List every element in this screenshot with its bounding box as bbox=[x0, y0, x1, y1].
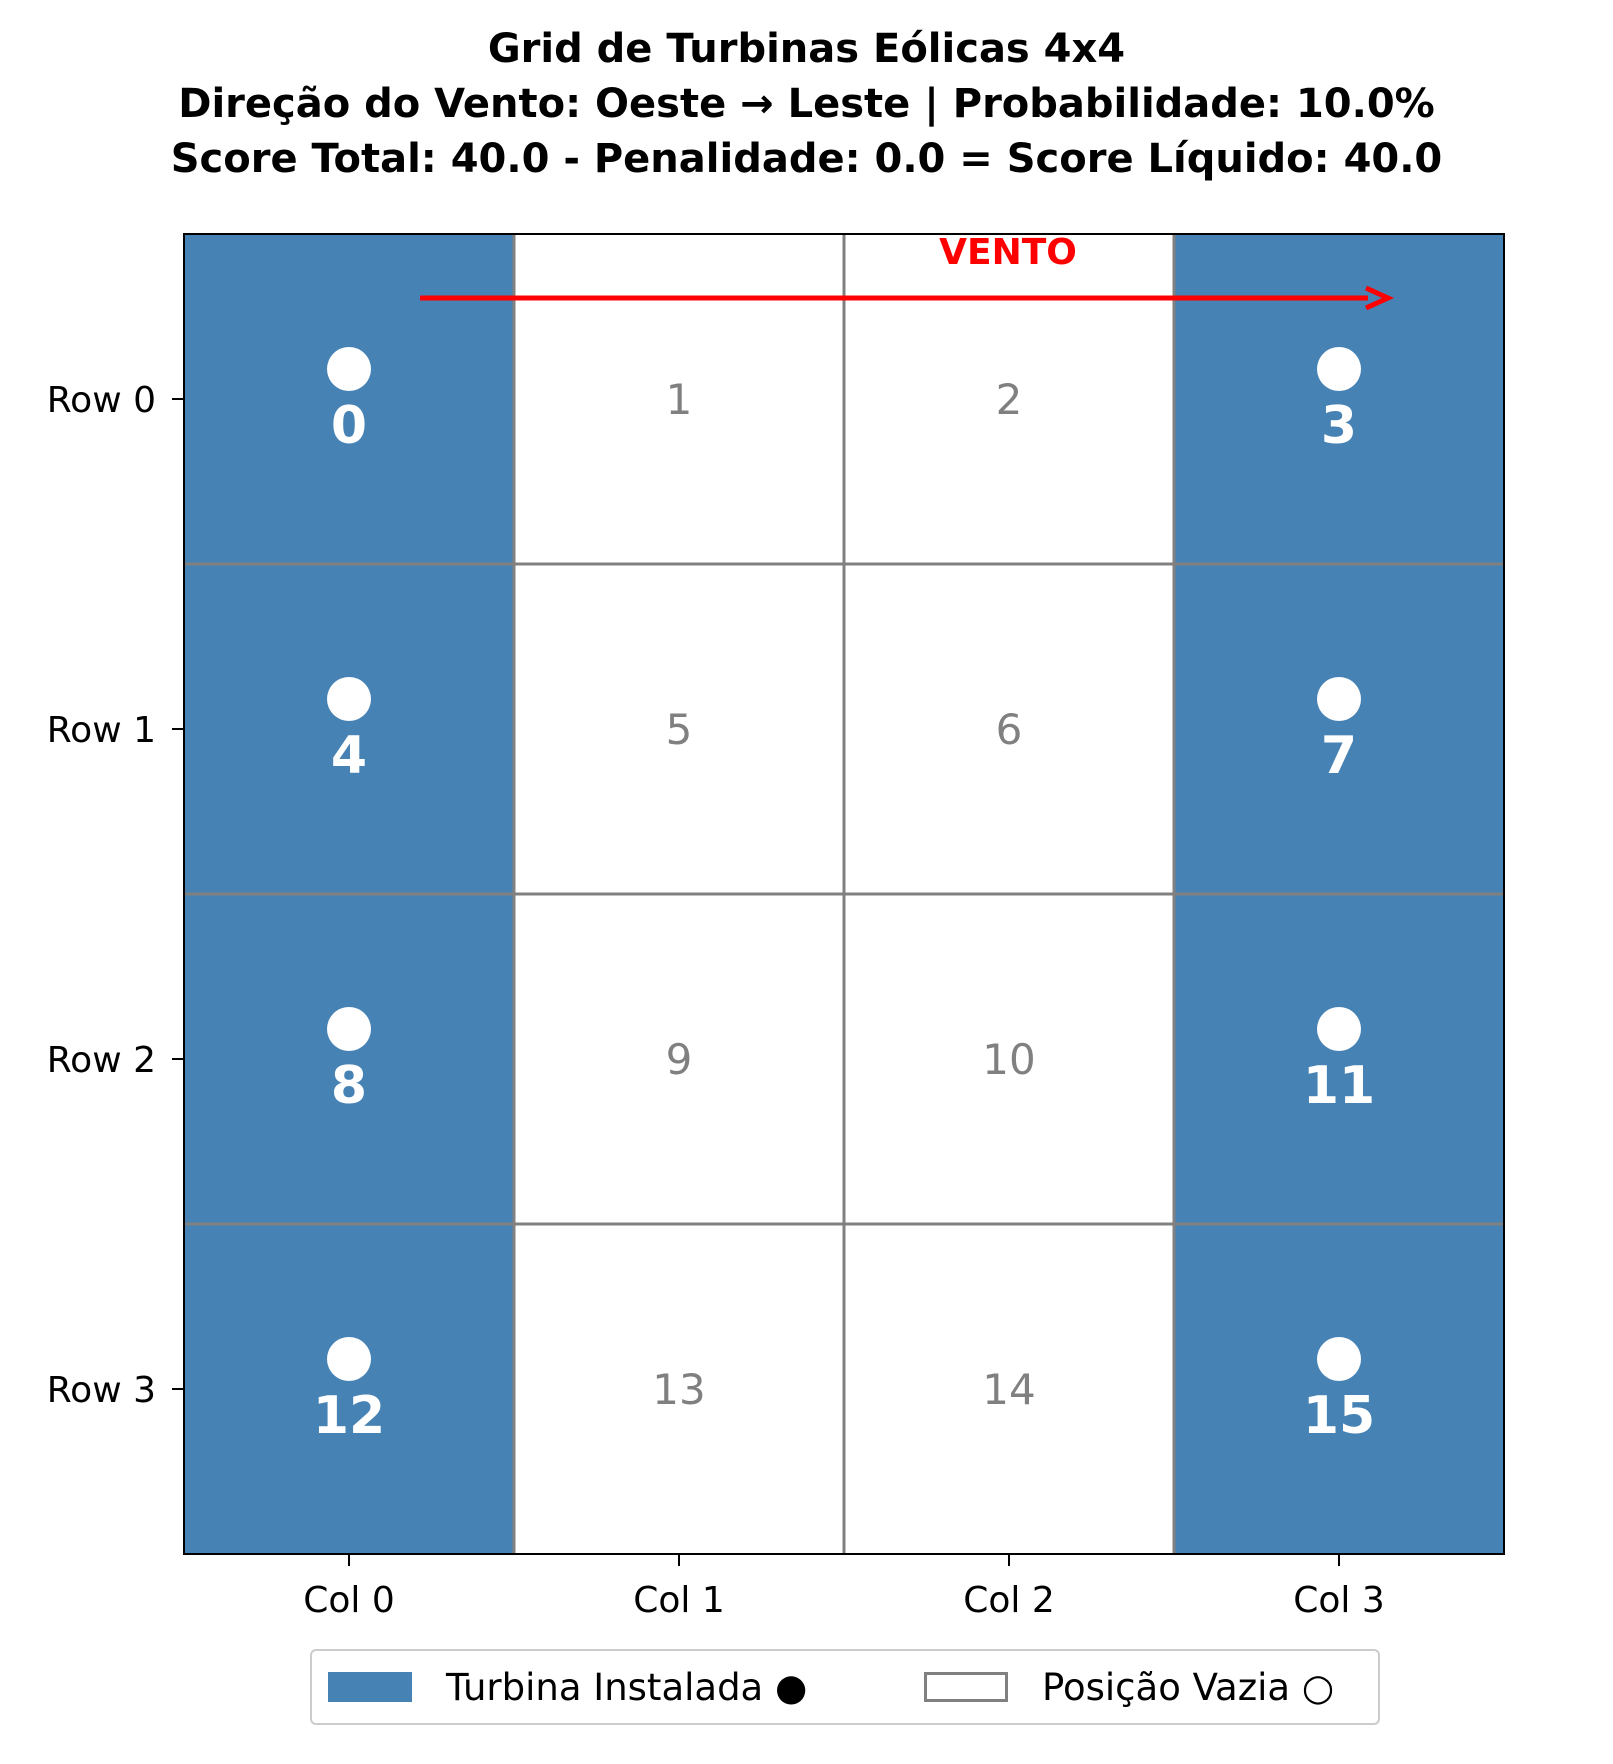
y-tick-label-3: Row 3 bbox=[47, 1370, 156, 1411]
cell-0-turbine bbox=[184, 234, 514, 564]
legend-swatch-empty bbox=[924, 1672, 1008, 1702]
y-tick-label-1: Row 1 bbox=[47, 710, 156, 751]
turbine-marker-icon bbox=[1317, 347, 1361, 391]
cell-label-10: 10 bbox=[982, 1035, 1035, 1084]
turbine-marker-icon bbox=[1317, 1007, 1361, 1051]
cell-11-turbine bbox=[1174, 894, 1504, 1224]
cell-label-1: 1 bbox=[666, 375, 693, 424]
legend-item-installed: Turbina Instalada ● bbox=[328, 1651, 807, 1723]
wind-arrow-head-icon bbox=[1364, 285, 1395, 311]
cell-label-2: 2 bbox=[996, 375, 1023, 424]
cell-9-empty bbox=[514, 894, 844, 1224]
turbine-marker-icon bbox=[1317, 1337, 1361, 1381]
cell-label-7: 7 bbox=[1321, 726, 1357, 786]
cell-1-empty bbox=[514, 234, 844, 564]
cell-3-turbine bbox=[1174, 234, 1504, 564]
cell-label-4: 4 bbox=[331, 726, 367, 786]
legend-label-installed: Turbina Instalada ● bbox=[446, 1665, 808, 1709]
grid-cells bbox=[184, 234, 1504, 1554]
cell-14-empty bbox=[844, 1224, 1174, 1554]
turbine-marker-icon bbox=[327, 1337, 371, 1381]
cell-label-3: 3 bbox=[1321, 396, 1357, 456]
legend-label-empty: Posição Vazia ○ bbox=[1042, 1665, 1335, 1709]
cell-8-turbine bbox=[184, 894, 514, 1224]
cell-label-11: 11 bbox=[1303, 1056, 1375, 1116]
cell-label-9: 9 bbox=[666, 1035, 693, 1084]
wind-annotation: VENTO bbox=[420, 232, 1395, 311]
legend: Turbina Instalada ● Posição Vazia ○ bbox=[310, 1649, 1380, 1725]
cell-2-empty bbox=[844, 234, 1174, 564]
cell-label-5: 5 bbox=[666, 705, 693, 754]
cell-6-empty bbox=[844, 564, 1174, 894]
title-line-3: Score Total: 40.0 - Penalidade: 0.0 = Sc… bbox=[170, 136, 1443, 182]
grid-lines bbox=[184, 234, 1504, 1554]
x-tick-label-1: Col 1 bbox=[633, 1580, 725, 1621]
cell-5-empty bbox=[514, 564, 844, 894]
cell-label-0: 0 bbox=[331, 396, 367, 456]
y-tick-label-0: Row 0 bbox=[47, 380, 156, 421]
cell-label-14: 14 bbox=[982, 1365, 1035, 1414]
cell-label-8: 8 bbox=[331, 1056, 367, 1116]
x-tick-label-3: Col 3 bbox=[1293, 1580, 1385, 1621]
legend-swatch-installed bbox=[328, 1672, 412, 1702]
turbine-marker-icon bbox=[327, 347, 371, 391]
x-tick-label-0: Col 0 bbox=[303, 1580, 395, 1621]
cell-label-13: 13 bbox=[652, 1365, 705, 1414]
cell-10-empty bbox=[844, 894, 1174, 1224]
turbine-marker-icon bbox=[327, 677, 371, 721]
cell-4-turbine bbox=[184, 564, 514, 894]
title-line-2: Direção do Vento: Oeste → Leste | Probab… bbox=[178, 81, 1435, 127]
cell-7-turbine bbox=[1174, 564, 1504, 894]
axes-frame bbox=[183, 233, 1505, 1555]
turbine-marker-icon bbox=[1317, 677, 1361, 721]
cell-12-turbine bbox=[184, 1224, 514, 1554]
title-line-1: Grid de Turbinas Eólicas 4x4 bbox=[487, 26, 1126, 72]
wind-label: VENTO bbox=[939, 232, 1077, 273]
y-tick-label-2: Row 2 bbox=[47, 1040, 156, 1081]
cell-13-empty bbox=[514, 1224, 844, 1554]
chart-title: Grid de Turbinas Eólicas 4x4 Direção do … bbox=[0, 22, 1613, 187]
cell-label-15: 15 bbox=[1303, 1386, 1375, 1446]
turbine-marker-icon bbox=[327, 1007, 371, 1051]
cell-15-turbine bbox=[1174, 1224, 1504, 1554]
cell-label-6: 6 bbox=[996, 705, 1023, 754]
legend-item-empty: Posição Vazia ○ bbox=[924, 1651, 1334, 1723]
cell-label-12: 12 bbox=[313, 1386, 385, 1446]
axes: Row 0 Row 1 Row 2 Row 3 Col 0 Col 1 Col 2 Col 3 bbox=[47, 233, 1505, 1621]
x-tick-label-2: Col 2 bbox=[963, 1580, 1055, 1621]
